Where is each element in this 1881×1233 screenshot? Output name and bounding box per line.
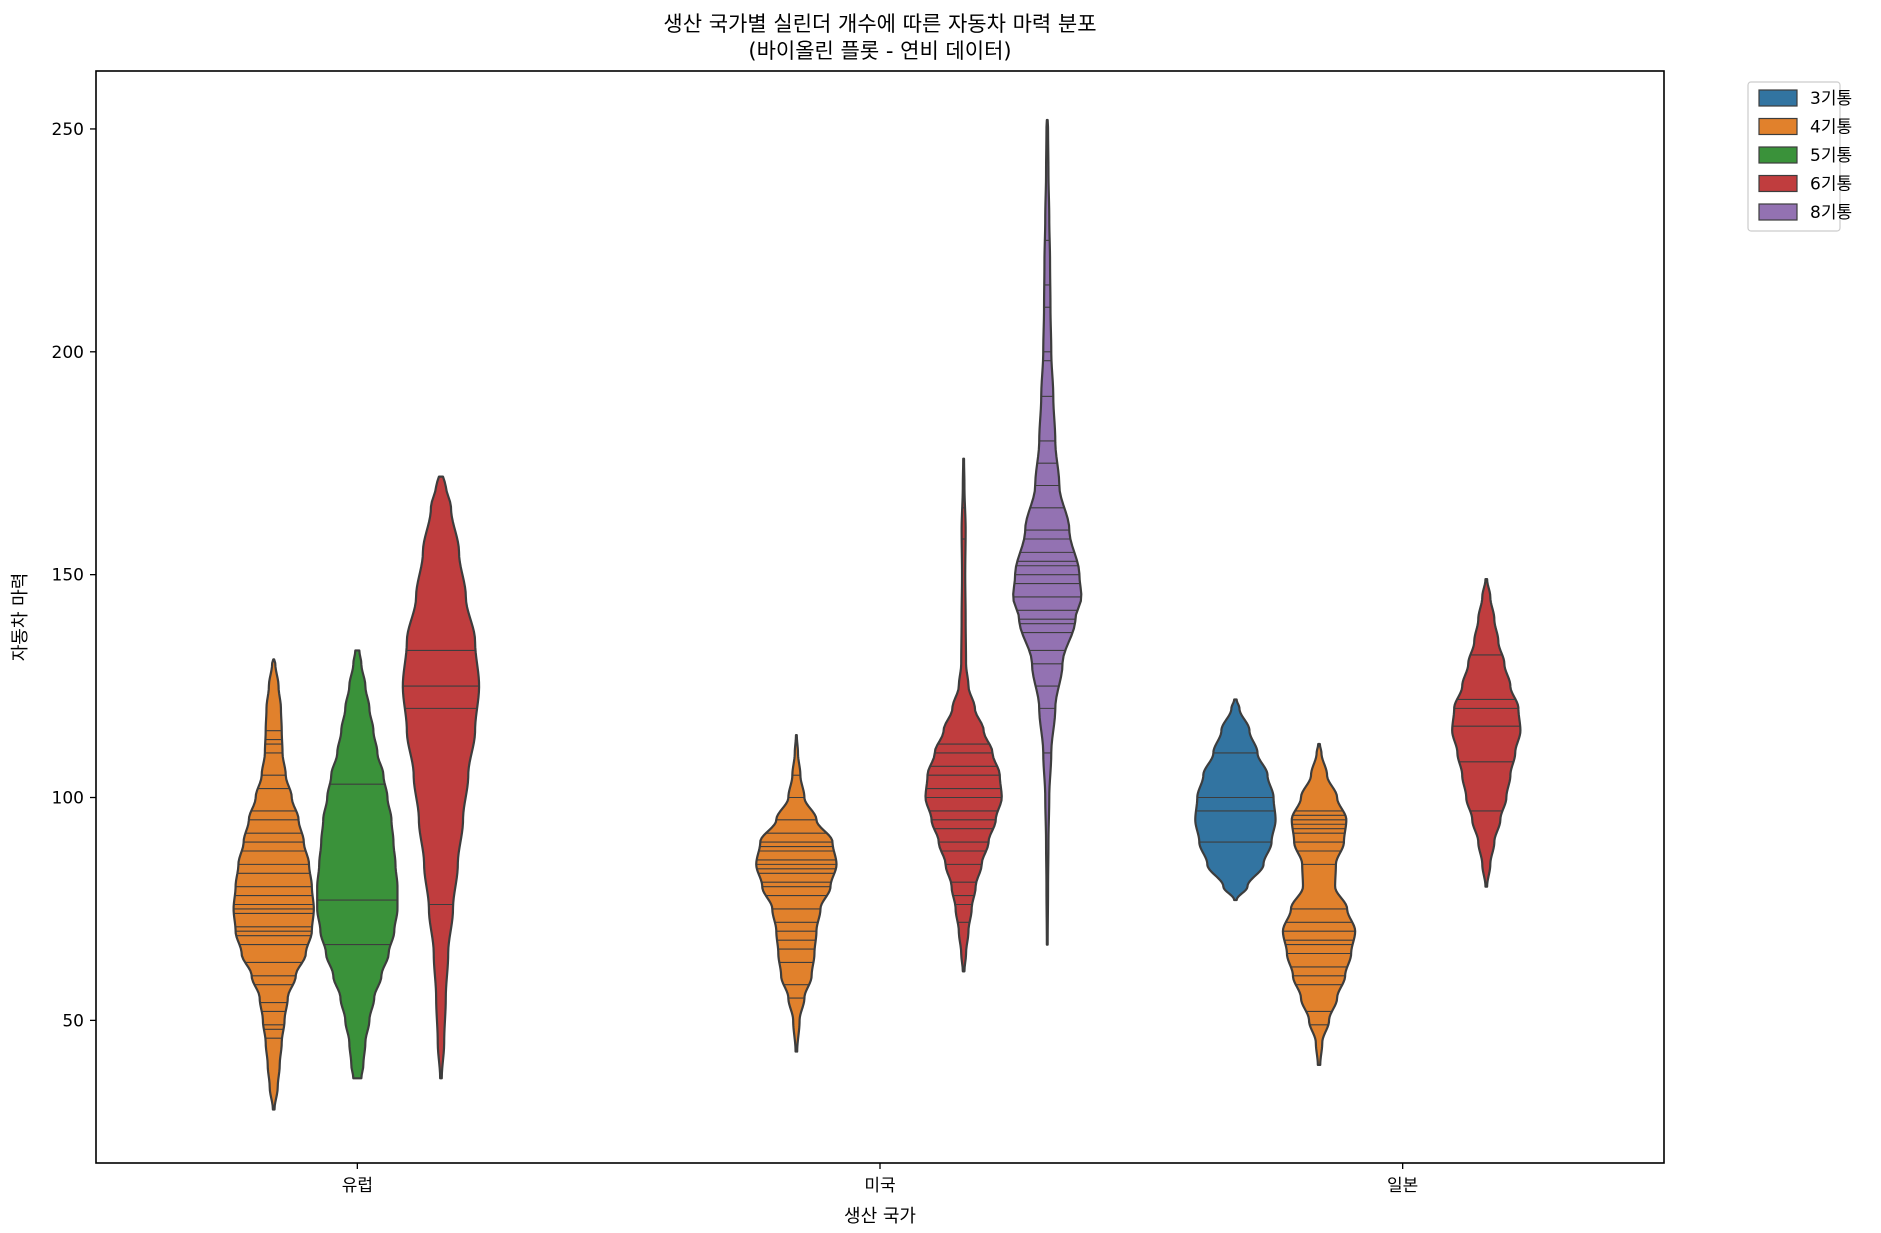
legend: 3기통 4기통 5기통 6기통 8기통 bbox=[1747, 81, 1852, 232]
violin-미국-6기통 bbox=[924, 457, 1003, 973]
legend-label: 5기통 bbox=[1810, 146, 1852, 166]
violin-body bbox=[401, 475, 481, 1080]
legend-label: 8기통 bbox=[1810, 203, 1852, 223]
violin-body bbox=[755, 734, 838, 1053]
y-axis-ticks: 50 100 150 200 250 bbox=[52, 120, 96, 1031]
y-tick-label: 100 bbox=[52, 789, 84, 809]
violin-body bbox=[232, 658, 315, 1111]
violin-일본-3기통 bbox=[1194, 698, 1277, 902]
chart-title: 생산 국가별 실린더 개수에 따른 자동차 마력 분포 bbox=[663, 12, 1096, 36]
legend-swatch bbox=[1758, 203, 1798, 221]
chart-subtitle: (바이올린 플롯 - 연비 데이터) bbox=[748, 39, 1011, 63]
violin-유럽-4기통 bbox=[232, 658, 315, 1111]
x-tick-label: 미국 bbox=[864, 1176, 895, 1196]
legend-swatch bbox=[1758, 117, 1798, 136]
x-tick-label: 유럽 bbox=[342, 1176, 373, 1196]
violin-body bbox=[1012, 118, 1083, 946]
violin-유럽-6기통 bbox=[401, 475, 481, 1080]
plot-area-frame bbox=[95, 70, 1665, 1164]
violin-미국-8기통 bbox=[1012, 118, 1083, 946]
x-tick-label: 일본 bbox=[1387, 1176, 1418, 1196]
violin-body bbox=[1451, 578, 1522, 888]
y-tick-label: 50 bbox=[62, 1011, 84, 1031]
y-axis-label: 자동차 마력 bbox=[10, 573, 31, 662]
violin-body bbox=[316, 649, 399, 1080]
violins-layer bbox=[232, 118, 1522, 1111]
legend-label: 4기통 bbox=[1810, 118, 1852, 138]
y-tick-label: 250 bbox=[52, 120, 84, 140]
x-axis-ticks: 유럽 미국 일본 bbox=[342, 1163, 1418, 1196]
y-tick-label: 150 bbox=[52, 566, 84, 586]
violin-일본-4기통 bbox=[1281, 742, 1357, 1067]
y-tick-label: 200 bbox=[52, 343, 84, 363]
legend-label: 6기통 bbox=[1810, 175, 1852, 195]
legend-swatch bbox=[1758, 174, 1798, 193]
legend-swatch bbox=[1758, 146, 1798, 164]
legend-label: 3기통 bbox=[1810, 89, 1852, 109]
x-axis-label: 생산 국가 bbox=[844, 1206, 916, 1227]
violin-body bbox=[1194, 698, 1277, 902]
violin-body bbox=[924, 457, 1003, 973]
violin-미국-4기통 bbox=[755, 734, 838, 1053]
violin-일본-6기통 bbox=[1451, 578, 1522, 888]
violin-유럽-5기통 bbox=[316, 649, 399, 1080]
legend-swatch bbox=[1758, 89, 1798, 107]
